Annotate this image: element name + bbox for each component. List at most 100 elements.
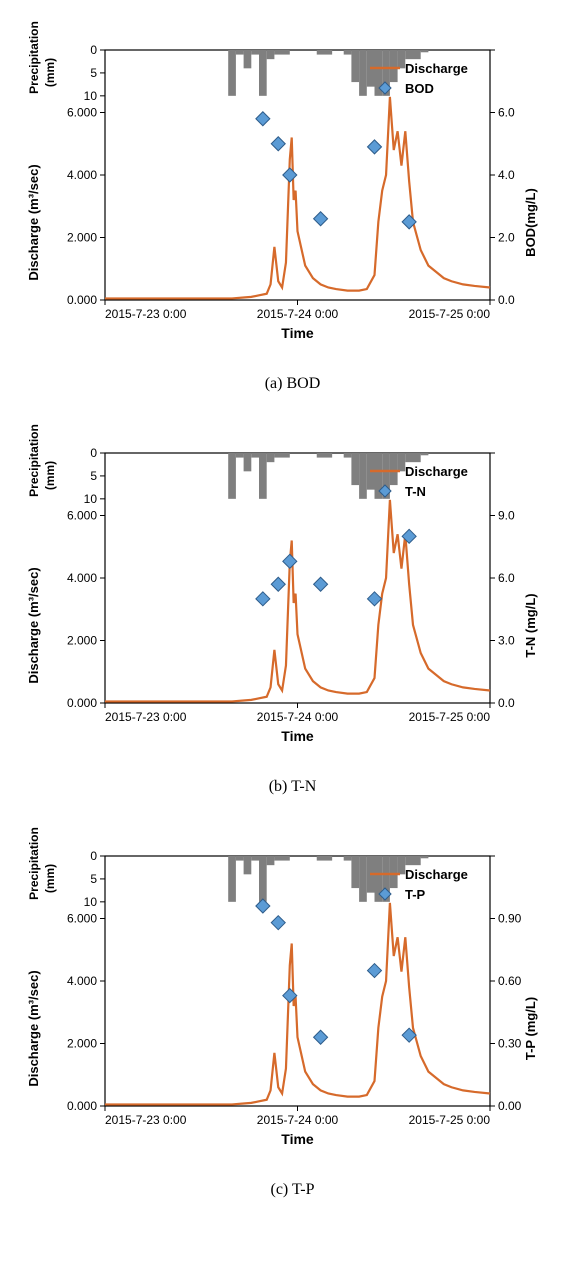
precip-tick-label: 0: [90, 43, 97, 57]
left-tick-label: 4.000: [67, 168, 97, 182]
legend-scatter-label: T-N: [405, 484, 426, 499]
left-tick-label: 6.000: [67, 509, 97, 523]
left-tick-label: 6.000: [67, 912, 97, 926]
scatter-point: [256, 592, 270, 606]
precip-tick-label: 10: [84, 895, 98, 909]
precip-bar: [267, 50, 275, 59]
precip-bar: [390, 50, 398, 82]
legend-scatter-label: BOD: [405, 81, 434, 96]
precip-axis-label-1: Precipitation: [27, 827, 41, 900]
precip-bar: [421, 856, 429, 858]
left-axis-label: Discharge (m³/sec): [26, 164, 41, 280]
precip-axis-label-1: Precipitation: [27, 424, 41, 497]
precip-bar: [421, 50, 429, 52]
right-tick-label: 3.0: [498, 634, 515, 648]
scatter-point: [271, 137, 285, 151]
right-axis-label: BOD(mg/L): [523, 188, 538, 257]
precip-bar: [228, 856, 236, 902]
precip-bar: [317, 50, 332, 55]
x-tick-label: 2015-7-24 0:00: [257, 710, 339, 724]
precip-bar: [405, 50, 413, 59]
precip-bar: [228, 453, 236, 499]
precip-bar: [359, 50, 367, 96]
precip-tick-label: 5: [90, 469, 97, 483]
right-tick-label: 0.30: [498, 1037, 522, 1051]
x-tick-label: 2015-7-25 0:00: [409, 710, 491, 724]
precip-bar: [344, 453, 352, 458]
precip-bar: [251, 50, 259, 55]
legend-scatter-label: T-P: [405, 887, 426, 902]
right-tick-label: 0.60: [498, 974, 522, 988]
precip-bar: [351, 50, 359, 82]
scatter-point: [256, 899, 270, 913]
scatter-point: [368, 140, 382, 154]
scatter-point: [314, 212, 328, 226]
precip-axis-label-2: (mm): [43, 461, 57, 490]
discharge-line: [105, 500, 490, 702]
precip-axis-label-1: Precipitation: [27, 21, 41, 94]
right-tick-label: 2.0: [498, 231, 515, 245]
left-tick-label: 6.000: [67, 106, 97, 120]
right-axis-label: T-N (mg/L): [523, 593, 538, 657]
chart-0: 0510Precipitation(mm)0.0002.0004.0006.00…: [20, 20, 550, 360]
precip-bar: [251, 453, 259, 458]
precip-bar: [244, 50, 252, 68]
precip-bar: [359, 453, 367, 499]
precip-bar: [390, 453, 398, 485]
right-tick-label: 6.0: [498, 571, 515, 585]
precip-bar: [244, 453, 252, 471]
plot-border: [105, 453, 490, 703]
left-tick-label: 4.000: [67, 974, 97, 988]
precip-bar: [344, 50, 352, 55]
x-tick-label: 2015-7-23 0:00: [105, 1113, 187, 1127]
right-tick-label: 6.0: [498, 106, 515, 120]
subplot-caption: (b) T-N: [20, 778, 565, 796]
right-axis-label: T-P (mg/L): [523, 997, 538, 1060]
precip-bar: [274, 856, 289, 861]
precip-bar: [274, 50, 289, 55]
precip-bar: [267, 453, 275, 462]
precip-bar: [259, 453, 267, 499]
chart-container-2: 0510Precipitation(mm)0.0002.0004.0006.00…: [20, 826, 565, 1199]
precip-bar: [344, 856, 352, 861]
x-tick-label: 2015-7-25 0:00: [409, 307, 491, 321]
precip-bar: [413, 453, 421, 462]
precip-tick-label: 10: [84, 89, 98, 103]
left-axis-label: Discharge (m³/sec): [26, 567, 41, 683]
right-tick-label: 0.00: [498, 1099, 522, 1113]
left-tick-label: 2.000: [67, 634, 97, 648]
precip-bar: [267, 856, 275, 865]
precip-tick-label: 0: [90, 446, 97, 460]
precip-tick-label: 5: [90, 66, 97, 80]
discharge-line: [105, 97, 490, 299]
precip-bar: [421, 453, 429, 455]
precip-bar: [413, 856, 421, 865]
subplot-caption: (c) T-P: [20, 1181, 565, 1199]
right-tick-label: 0.0: [498, 696, 515, 710]
right-tick-label: 4.0: [498, 168, 515, 182]
legend-discharge-label: Discharge: [405, 464, 468, 479]
scatter-point: [314, 577, 328, 591]
right-tick-label: 0.0: [498, 293, 515, 307]
precip-tick-label: 5: [90, 872, 97, 886]
x-axis-label: Time: [281, 1131, 314, 1147]
plot-border: [105, 856, 490, 1106]
scatter-point: [283, 554, 297, 568]
x-tick-label: 2015-7-23 0:00: [105, 307, 187, 321]
precip-bar: [251, 856, 259, 861]
precip-tick-label: 0: [90, 849, 97, 863]
left-tick-label: 4.000: [67, 571, 97, 585]
scatter-point: [368, 964, 382, 978]
scatter-point: [271, 577, 285, 591]
precip-bar: [405, 453, 413, 462]
precip-bar: [351, 856, 359, 888]
subplot-caption: (a) BOD: [20, 375, 565, 393]
left-tick-label: 0.000: [67, 696, 97, 710]
left-tick-label: 0.000: [67, 1099, 97, 1113]
precip-bar: [228, 50, 236, 96]
left-tick-label: 2.000: [67, 1037, 97, 1051]
scatter-point: [256, 112, 270, 126]
legend-discharge-label: Discharge: [405, 61, 468, 76]
chart-2: 0510Precipitation(mm)0.0002.0004.0006.00…: [20, 826, 550, 1166]
left-axis-label: Discharge (m³/sec): [26, 970, 41, 1086]
